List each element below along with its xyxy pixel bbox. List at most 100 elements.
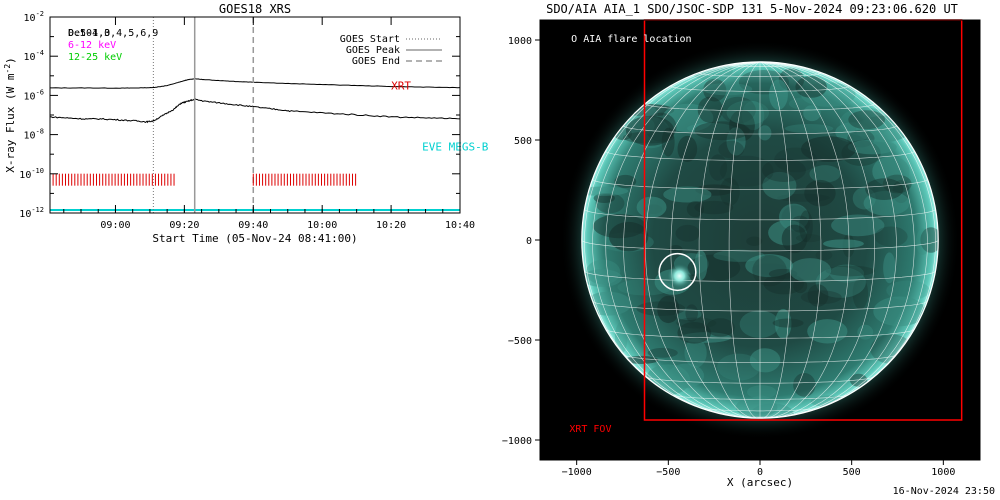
solar-disk-feature <box>758 125 772 141</box>
grid-parallel <box>592 179 928 190</box>
solar-disk-feature <box>823 239 864 249</box>
goes-y-tick-label: 10-12 <box>19 206 44 220</box>
goes-y-tick-label-exponent: -8 <box>36 128 44 136</box>
solar-disk-feature <box>857 324 874 340</box>
goes-legend-right-item: GOES Start <box>340 34 400 45</box>
solar-disk-feature <box>752 254 787 287</box>
solar-disk-feature <box>674 308 702 321</box>
solar-disk-feature <box>735 397 778 418</box>
goes-y-tick-label-base: 10 <box>24 91 36 102</box>
solar-disk-feature <box>768 268 798 280</box>
solar-disk-feature <box>825 265 875 277</box>
goes-y-tick-label: 10-8 <box>24 128 44 142</box>
aia-image-title: SDO/AIA AIA_1 SDO/JSOC-SDP 131 5-Nov-202… <box>546 2 958 16</box>
aia-x-tick-label: −1000 <box>562 467 592 478</box>
solar-disk-feature <box>915 228 930 255</box>
aia-x-tick-label: 1000 <box>931 467 955 478</box>
goes-x-tick-label: 10:40 <box>445 220 475 231</box>
grid-parallel <box>605 150 915 161</box>
goes-y-axis-label-main: X-ray Flux (W m <box>4 73 17 173</box>
solar-disk-feature <box>769 79 788 110</box>
goes-y-tick-label-base: 10 <box>19 209 31 220</box>
solar-disk-feature <box>920 227 939 253</box>
solar-disk-feature <box>852 277 869 310</box>
goes-x-tick-label: 09:40 <box>238 220 268 231</box>
solar-disk-feature <box>593 214 646 239</box>
goes-x-tick-label: 09:20 <box>169 220 199 231</box>
solar-disk-feature <box>835 122 870 143</box>
solar-disk-feature <box>801 136 856 162</box>
goes-legend-left-underprint: 0.5-4.0 <box>68 28 110 39</box>
solar-disk-feature <box>788 96 843 112</box>
solar-disk-feature <box>863 190 910 216</box>
goes-y-axis-label-superscript: -2 <box>3 64 12 74</box>
footer-timestamp: 16-Nov-2024 23:50 <box>893 486 995 497</box>
goes-y-tick-label-base: 10 <box>24 131 36 142</box>
solar-disk-feature <box>677 321 712 344</box>
goes-legend-left-item: 12-25 keV <box>68 52 122 63</box>
solar-disk-feature <box>762 171 797 200</box>
solar-disk-feature <box>815 250 833 261</box>
goes-plot-title: GOES18 XRS <box>219 2 291 16</box>
goes-event-markers <box>152 17 255 213</box>
grid-parallel <box>584 209 936 221</box>
solar-disk-feature <box>793 372 816 397</box>
solar-disk-feature <box>708 154 728 181</box>
grid-parallel <box>698 407 822 412</box>
solar-disk-texture <box>581 61 939 419</box>
flare-brightening <box>667 264 692 288</box>
xrt-fov-label: XRT FOV <box>569 424 611 435</box>
goes-y-tick-label-exponent: -12 <box>31 206 44 214</box>
goes-y-tick-label-exponent: -6 <box>36 88 44 96</box>
solar-disk-feature <box>745 254 794 278</box>
grid-parallel <box>581 239 939 252</box>
solar-disk-feature <box>790 215 810 233</box>
grid-parallel <box>592 300 928 312</box>
grid-parallel <box>584 270 936 282</box>
goes-y-tick-label-exponent: -10 <box>31 167 44 175</box>
aia-legend: O AIA flare location <box>571 34 691 45</box>
solar-disk-feature <box>831 214 885 237</box>
aia-axes: −1000 −1000 −500 −500 0 0 500 500 1000 1000 <box>502 19 981 478</box>
goes-y-tick-label: 10-2 <box>24 10 44 24</box>
grid-parallel <box>605 328 915 339</box>
goes-annotation: EVE MEGS-B <box>422 140 489 153</box>
solar-disk-feature <box>793 278 808 294</box>
solar-disk-feature <box>778 203 809 231</box>
goes-y-tick-label: 10-4 <box>24 49 44 63</box>
solar-disk-feature <box>729 109 755 142</box>
aia-y-tick-label: 500 <box>514 136 532 147</box>
goes-x-tick-label: 10:20 <box>376 220 406 231</box>
grid-parallel <box>645 376 875 384</box>
solar-disk-feature <box>676 317 717 329</box>
goes-series-line-1 <box>49 98 461 124</box>
grid-parallel <box>645 103 875 111</box>
solar-disk-feature <box>624 355 659 364</box>
solar-disk-feature <box>663 186 712 203</box>
grid-parallel <box>698 72 822 77</box>
solar-disk-feature <box>865 178 904 201</box>
solar-disk-feature <box>686 201 705 218</box>
solar-disk-feature <box>694 121 750 141</box>
solar-disk-feature <box>789 258 832 283</box>
solar-disk-feature <box>717 353 761 381</box>
aia-y-tick-label: 0 <box>526 236 532 247</box>
solar-disk-feature <box>750 403 795 419</box>
xrt-observation-bars <box>49 173 357 186</box>
goes-x-tick-label: 09:00 <box>100 220 130 231</box>
flare-location-marker <box>658 252 697 292</box>
goes-y-axis-label-close: ) <box>4 57 17 64</box>
solar-disk-feature <box>749 348 781 373</box>
solar-disk-feature <box>848 110 886 130</box>
solar-disk-feature <box>807 284 829 307</box>
solar-disk-feature <box>800 290 842 305</box>
solar-disk-feature <box>675 224 701 242</box>
solar-disk-feature <box>720 96 756 124</box>
goes-legend-right-item: GOES Peak <box>346 45 400 56</box>
solar-disk-feature <box>873 296 926 327</box>
aia-x-tick-label: −500 <box>656 467 680 478</box>
grid-parallel <box>728 64 792 67</box>
